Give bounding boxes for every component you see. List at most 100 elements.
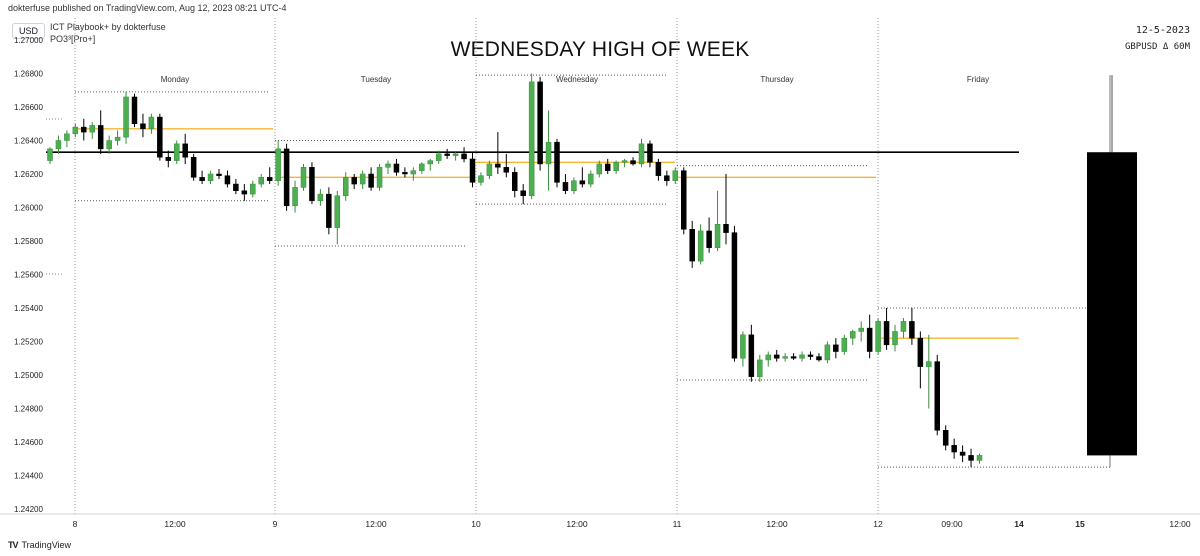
candle-body [140, 123, 146, 130]
time-tick-label: 12:00 [365, 519, 387, 529]
indicator-name[interactable]: ICT Playbook+ by dokterfuse [50, 22, 166, 32]
candle-body [537, 81, 543, 165]
price-tick-label: 1.25400 [14, 304, 43, 313]
day-label: Friday [967, 75, 989, 84]
candle-body [892, 331, 898, 346]
candle-body [207, 173, 214, 181]
price-tick-label: 1.26400 [14, 137, 43, 146]
candle-body [613, 162, 619, 171]
price-tick-label: 1.24400 [14, 472, 43, 481]
price-tick-label: 1.26200 [14, 170, 43, 179]
time-tick-label: 12:00 [566, 519, 588, 529]
candle-body [757, 359, 763, 377]
price-tick-label: 1.25000 [14, 371, 43, 380]
price-tick-label: 1.26600 [14, 103, 43, 112]
candle-body [266, 177, 273, 181]
candle-body [875, 321, 881, 352]
candle-body [672, 170, 679, 181]
footer-brand: TradingView [21, 540, 72, 550]
chart-title: WEDNESDAY HIGH OF WEEK [450, 38, 750, 61]
candle-body [697, 230, 704, 262]
price-tick-label: 1.26800 [14, 70, 43, 79]
candle-body [47, 148, 53, 161]
candle-body [571, 180, 577, 191]
candle-body [520, 190, 526, 197]
time-tick-label: 12:00 [1169, 519, 1191, 529]
candle-body [681, 170, 687, 230]
time-tick-label: 12:00 [164, 519, 186, 529]
price-tick-label: 1.24600 [14, 438, 43, 447]
candle-body [72, 126, 79, 135]
candle-body [106, 140, 112, 150]
price-tick-label: 1.24800 [14, 405, 43, 414]
candle-body [773, 354, 780, 359]
day-labels: Monday Tuesday Wednesday Thursday Friday [161, 75, 989, 84]
time-tick-label: 09:00 [941, 519, 963, 529]
candle-body [174, 143, 180, 161]
candle-body [968, 455, 974, 461]
candle-body [934, 361, 940, 431]
time-tick-label: 9 [273, 519, 278, 529]
candle-body [241, 190, 248, 195]
candle-body [123, 96, 129, 138]
candle-body [309, 167, 315, 202]
candle-body [917, 337, 924, 367]
candle-body [461, 153, 467, 160]
candle-body [883, 321, 890, 346]
tradingview-logo-icon: TV [8, 540, 18, 550]
candle-body [300, 167, 307, 188]
candle-body [512, 172, 518, 191]
candle-body [926, 361, 932, 367]
time-tick-label: 8 [73, 519, 78, 529]
candle-body [199, 177, 205, 181]
candle-body [385, 163, 391, 168]
candles [47, 73, 983, 468]
candle-body [689, 229, 695, 262]
candle-body [190, 157, 197, 178]
candle-body [64, 133, 70, 141]
candle-body [478, 175, 484, 183]
candle-body [850, 331, 856, 339]
time-tick-label: 10 [471, 519, 481, 529]
time-tick-label: 15 [1075, 519, 1085, 529]
price-tick-label: 1.25800 [14, 237, 43, 246]
weekly-candle-body [1087, 152, 1137, 456]
price-tick-label: 1.25200 [14, 338, 43, 347]
currency-badge[interactable]: USD [12, 23, 46, 39]
day-label: Monday [161, 75, 189, 84]
day-label: Thursday [760, 75, 793, 84]
candle-body [528, 81, 535, 197]
price-axis: 1.24200 1.24400 1.24600 1.24800 1.25000 1.252… [14, 36, 64, 514]
candle-body [326, 193, 332, 228]
candle-body [782, 356, 788, 359]
time-tick-label: 11 [673, 519, 682, 529]
candle-body [655, 162, 662, 176]
candle-body [444, 153, 450, 156]
candle-body [368, 173, 374, 188]
candle-body [334, 195, 341, 228]
candle-body [909, 321, 915, 339]
candle-body [402, 172, 408, 175]
candle-body [292, 187, 298, 207]
day-label: Tuesday [361, 75, 391, 84]
candle-body [89, 125, 95, 133]
candle-body [114, 136, 121, 141]
candle-body [545, 141, 552, 165]
price-tick-label: 1.26000 [14, 204, 43, 213]
candle-body [165, 157, 172, 161]
candle-body [317, 193, 324, 202]
candle-body [959, 451, 966, 456]
candle-body [976, 455, 983, 461]
candle-body [486, 163, 493, 176]
time-axis: 8 12:00 9 12:00 10 12:00 11 12:00 12 09:00 14 15 12:… [0, 513, 1200, 529]
candle-body [647, 143, 653, 163]
candle-body [588, 173, 594, 185]
candle-body [664, 175, 670, 181]
candle-body [283, 148, 290, 207]
price-tick-label: 1.24200 [14, 505, 43, 514]
candle-body [359, 173, 366, 185]
candle-body [97, 125, 104, 150]
price-tick-label: 1.27000 [14, 36, 43, 45]
candle-body [596, 163, 602, 175]
